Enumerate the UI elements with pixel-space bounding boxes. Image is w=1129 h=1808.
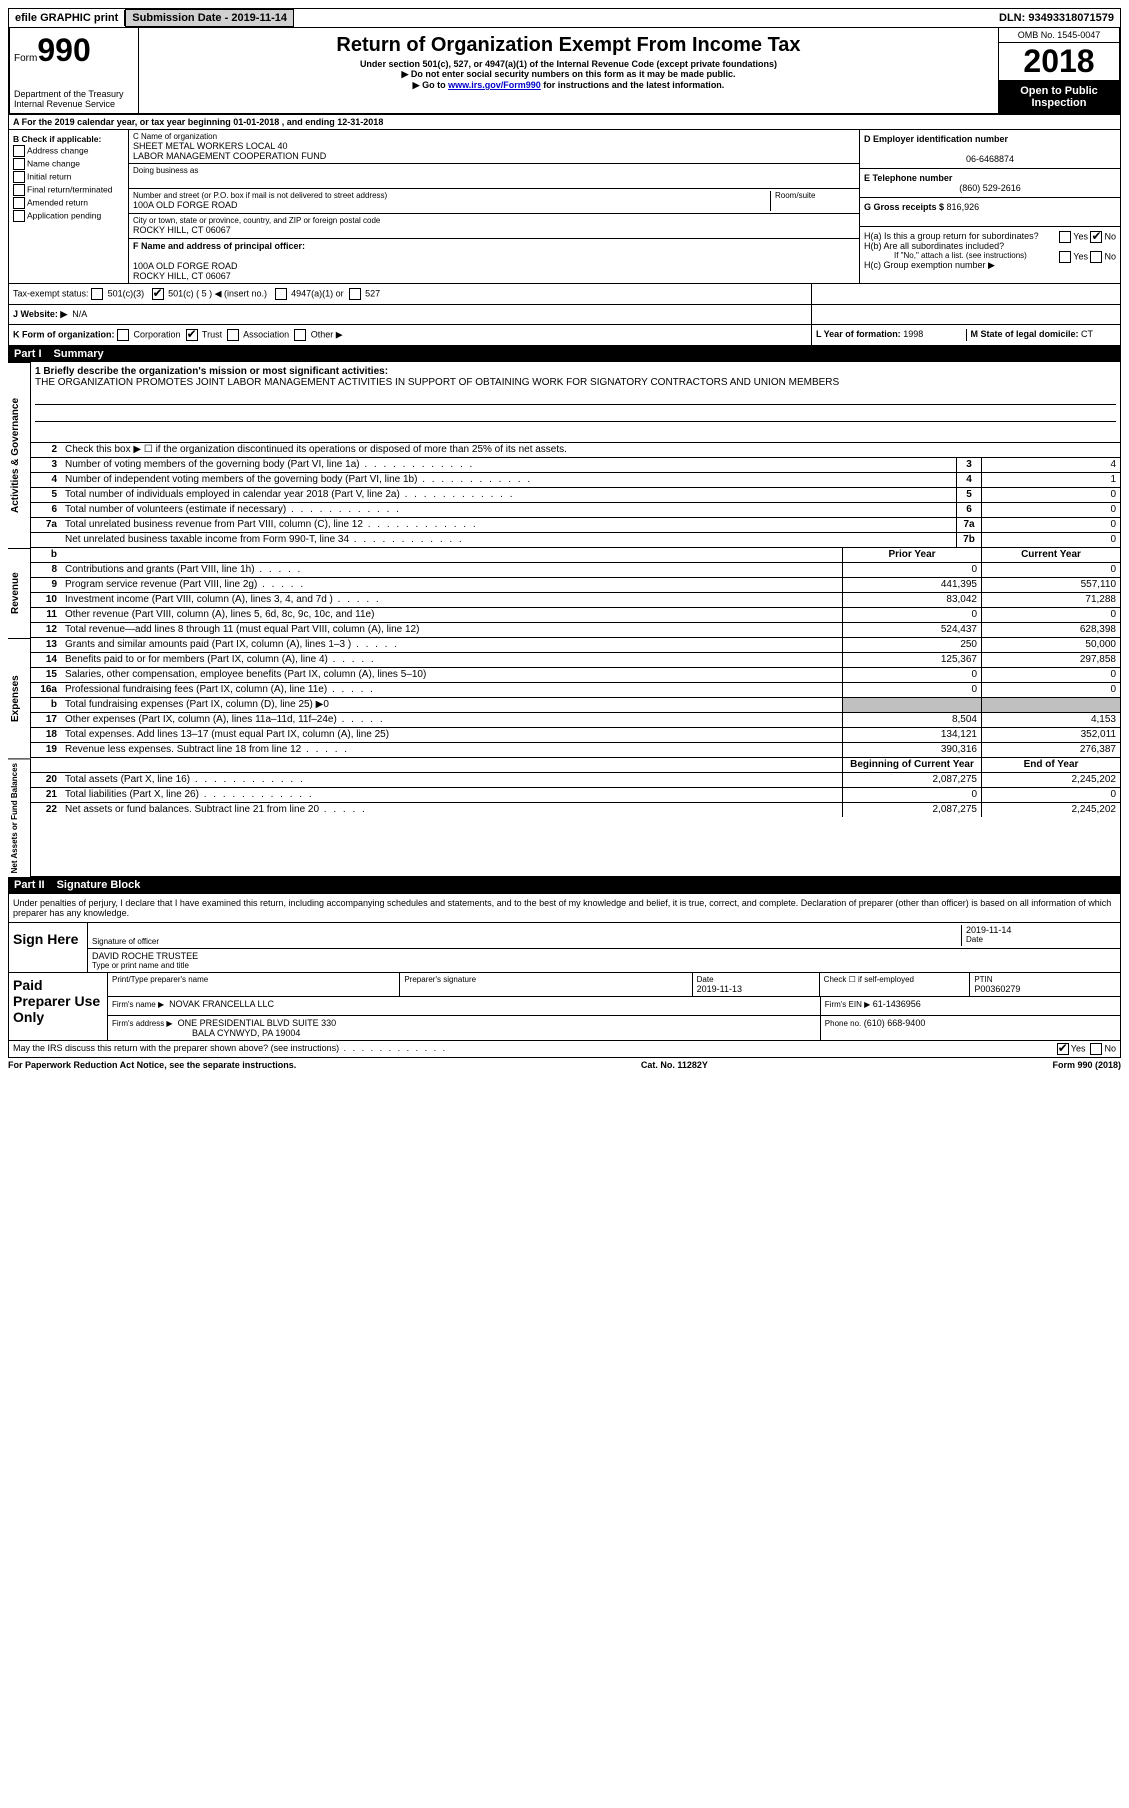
chk-final-return[interactable]: Final return/terminated [13, 184, 124, 196]
line-2: Check this box ▶ ☐ if the organization d… [61, 443, 1120, 457]
tax-exempt-status: Tax-exempt status: 501(c)(3) 501(c) ( 5 … [9, 284, 812, 304]
efile-link[interactable]: efile GRAPHIC print [9, 10, 125, 26]
firm-addr-2: BALA CYNWYD, PA 19004 [192, 1028, 300, 1038]
h-a: H(a) Is this a group return for subordin… [864, 231, 1116, 241]
officer-addr-1: 100A OLD FORGE ROAD [133, 261, 855, 271]
line-14: Benefits paid to or for members (Part IX… [61, 653, 842, 667]
form-title: Return of Organization Exempt From Incom… [143, 34, 994, 57]
line-9: Program service revenue (Part VIII, line… [61, 578, 842, 592]
org-city: ROCKY HILL, CT 06067 [133, 225, 855, 235]
line-10: Investment income (Part VIII, column (A)… [61, 593, 842, 607]
org-address: 100A OLD FORGE ROAD [133, 200, 770, 210]
ein: 06-6468874 [864, 154, 1116, 164]
open-to-public: Open to Public Inspection [999, 81, 1119, 113]
line-20: Total assets (Part X, line 16) [61, 773, 842, 787]
officer-addr-2: ROCKY HILL, CT 06067 [133, 271, 855, 281]
line-17: Other expenses (Part IX, column (A), lin… [61, 713, 842, 727]
dln: DLN: 93493318071579 [993, 10, 1120, 26]
paid-preparer-label: Paid Preparer Use Only [9, 973, 108, 1040]
side-net-assets: Net Assets or Fund Balances [8, 758, 31, 877]
line-18: Total expenses. Add lines 13–17 (must eq… [61, 728, 842, 742]
line-6: Total number of volunteers (estimate if … [61, 503, 956, 517]
subtitle-2: ▶ Do not enter social security numbers o… [143, 69, 994, 80]
subtitle-1: Under section 501(c), 527, or 4947(a)(1)… [143, 59, 994, 69]
officer-name: DAVID ROCHE TRUSTEE [92, 951, 1116, 961]
line-22: Net assets or fund balances. Subtract li… [61, 803, 842, 817]
line-3: Number of voting members of the governin… [61, 458, 956, 472]
summary-section: Activities & Governance 1 Briefly descri… [8, 362, 1121, 548]
discuss-row: May the IRS discuss this return with the… [9, 1040, 1120, 1057]
col-c-org-info: C Name of organization SHEET METAL WORKE… [129, 130, 860, 283]
top-bar: efile GRAPHIC print Submission Date - 20… [8, 8, 1121, 28]
chk-initial-return[interactable]: Initial return [13, 171, 124, 183]
line-16b: Total fundraising expenses (Part IX, col… [61, 698, 842, 712]
perjury-declaration: Under penalties of perjury, I declare th… [9, 894, 1120, 923]
dept-treasury: Department of the Treasury Internal Reve… [14, 89, 134, 109]
row-a-tax-year: A For the 2019 calendar year, or tax yea… [8, 115, 1121, 130]
ptin: P00360279 [974, 984, 1116, 994]
subtitle-3: ▶ Go to www.irs.gov/Form990 for instruct… [143, 80, 994, 91]
chk-application-pending[interactable]: Application pending [13, 210, 124, 222]
line-19: Revenue less expenses. Subtract line 18 … [61, 743, 842, 757]
line-8: Contributions and grants (Part VIII, lin… [61, 563, 842, 577]
page-footer: For Paperwork Reduction Act Notice, see … [8, 1058, 1121, 1072]
gross-receipts: 816,926 [947, 202, 980, 212]
state-domicile: M State of legal domicile: CT [967, 329, 1117, 341]
tax-year: 2018 [999, 43, 1119, 81]
website-row: J Website: ▶ N/A [9, 305, 812, 324]
side-governance: Activities & Governance [8, 362, 31, 548]
org-name-1: SHEET METAL WORKERS LOCAL 40 [133, 141, 855, 151]
part-1-header: Part I Summary [8, 346, 1121, 362]
line-16a: Professional fundraising fees (Part IX, … [61, 683, 842, 697]
phone: (860) 529-2616 [864, 183, 1116, 193]
part-2-header: Part II Signature Block [8, 877, 1121, 893]
form-number: Form990 [14, 32, 134, 69]
year-formation: L Year of formation: 1998 [816, 329, 967, 341]
chk-amended[interactable]: Amended return [13, 197, 124, 209]
form-of-org: K Form of organization: Corporation Trus… [9, 325, 812, 345]
chk-name-change[interactable]: Name change [13, 158, 124, 170]
col-b-checkboxes: B Check if applicable: Address change Na… [9, 130, 129, 283]
mission-box: 1 Briefly describe the organization's mi… [31, 362, 1120, 443]
line-15: Salaries, other compensation, employee b… [61, 668, 842, 682]
irs-link[interactable]: www.irs.gov/Form990 [448, 80, 541, 90]
identity-grid: B Check if applicable: Address change Na… [8, 130, 1121, 284]
firm-ein: 61-1436956 [873, 999, 921, 1009]
sig-date: 2019-11-14 [966, 925, 1116, 935]
line-21: Total liabilities (Part X, line 26) [61, 788, 842, 802]
firm-phone: (610) 668-9400 [864, 1018, 926, 1028]
side-revenue: Revenue [8, 548, 31, 638]
line-7a: Total unrelated business revenue from Pa… [61, 518, 956, 532]
firm-addr-1: ONE PRESIDENTIAL BLVD SUITE 330 [178, 1018, 337, 1028]
line-4: Number of independent voting members of … [61, 473, 956, 487]
submission-date: Submission Date - 2019-11-14 [125, 9, 294, 27]
chk-address-change[interactable]: Address change [13, 145, 124, 157]
line-11: Other revenue (Part VIII, column (A), li… [61, 608, 842, 622]
line-7b: Net unrelated business taxable income fr… [61, 533, 956, 547]
org-name-2: LABOR MANAGEMENT COOPERATION FUND [133, 151, 855, 161]
signature-block: Under penalties of perjury, I declare th… [8, 893, 1121, 1058]
firm-name: NOVAK FRANCELLA LLC [169, 999, 274, 1009]
line-12: Total revenue—add lines 8 through 11 (mu… [61, 623, 842, 637]
line-5: Total number of individuals employed in … [61, 488, 956, 502]
sign-here-label: Sign Here [9, 923, 88, 972]
col-d-info: D Employer identification number 06-6468… [860, 130, 1120, 283]
line-13: Grants and similar amounts paid (Part IX… [61, 638, 842, 652]
side-expenses: Expenses [8, 638, 31, 758]
form-header: Form990 Department of the Treasury Inter… [8, 28, 1121, 115]
omb-number: OMB No. 1545-0047 [999, 28, 1119, 43]
